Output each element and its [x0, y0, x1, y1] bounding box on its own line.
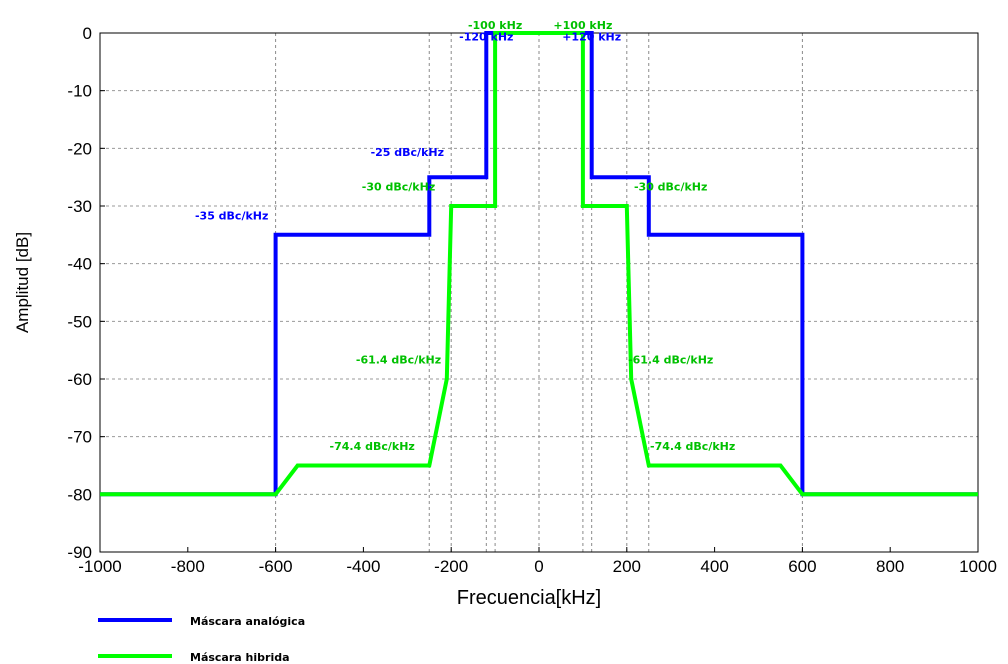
legend-label: Máscara analógica: [190, 615, 305, 628]
annotation-label: -25 dBc/kHz: [371, 146, 444, 159]
annotation-label: -61.4 dBc/kHz: [628, 353, 713, 366]
x-tick-label: -200: [434, 557, 468, 576]
x-tick-label: 200: [613, 557, 641, 576]
annotation-label: -74.4 dBc/kHz: [330, 440, 415, 453]
annotation-label: -30 dBc/kHz: [362, 180, 435, 193]
annotation-label: -74.4 dBc/kHz: [650, 440, 735, 453]
y-tick-label: 0: [83, 24, 92, 43]
y-tick-label: -60: [67, 370, 92, 389]
legend-label: Máscara hibrida: [190, 651, 290, 664]
y-tick-label: -90: [67, 543, 92, 562]
x-tick-label: 400: [700, 557, 728, 576]
tick-layer: -1000 -800 -600 -400 -200 0 200 400 600 800 1000 0 -…: [67, 24, 996, 576]
annotation-label: -35 dBc/kHz: [195, 209, 268, 222]
annotation-label: -61.4 dBc/kHz: [356, 353, 441, 366]
x-axis-label: Frecuencia[kHz]: [457, 587, 602, 609]
legend: Máscara analógica Máscara hibrida: [98, 615, 305, 664]
y-tick-label: -40: [67, 255, 92, 274]
annotation-label: -100 kHz: [468, 19, 522, 32]
annotation-label: -30 dBc/kHz: [634, 180, 707, 193]
x-tick-label: 1000: [959, 557, 997, 576]
x-tick-label: -600: [259, 557, 293, 576]
x-tick-label: 800: [876, 557, 904, 576]
annotation-label: +120 kHz: [562, 31, 621, 44]
x-tick-label: -1000: [78, 557, 121, 576]
y-tick-label: -20: [67, 139, 92, 158]
y-tick-label: -70: [67, 428, 92, 447]
y-tick-label: -50: [67, 312, 92, 331]
annotation-layer: -100 kHz +100 kHz -120 kHz +120 kHz -25 dBc/…: [195, 19, 735, 453]
annotation-label: +100 kHz: [553, 19, 612, 32]
x-tick-label: 0: [534, 557, 543, 576]
reference-lines: [275, 33, 803, 552]
annotation-label: -120 kHz: [459, 31, 513, 44]
y-tick-label: -80: [67, 485, 92, 504]
series-layer: [100, 31, 978, 497]
series-line-hibrida: [100, 31, 978, 497]
y-tick-label: -10: [67, 82, 92, 101]
x-tick-label: 600: [788, 557, 816, 576]
y-tick-label: -30: [67, 197, 92, 216]
x-tick-label: -800: [171, 557, 205, 576]
y-axis-label: Amplitud [dB]: [13, 232, 32, 333]
x-tick-label: -400: [346, 557, 380, 576]
